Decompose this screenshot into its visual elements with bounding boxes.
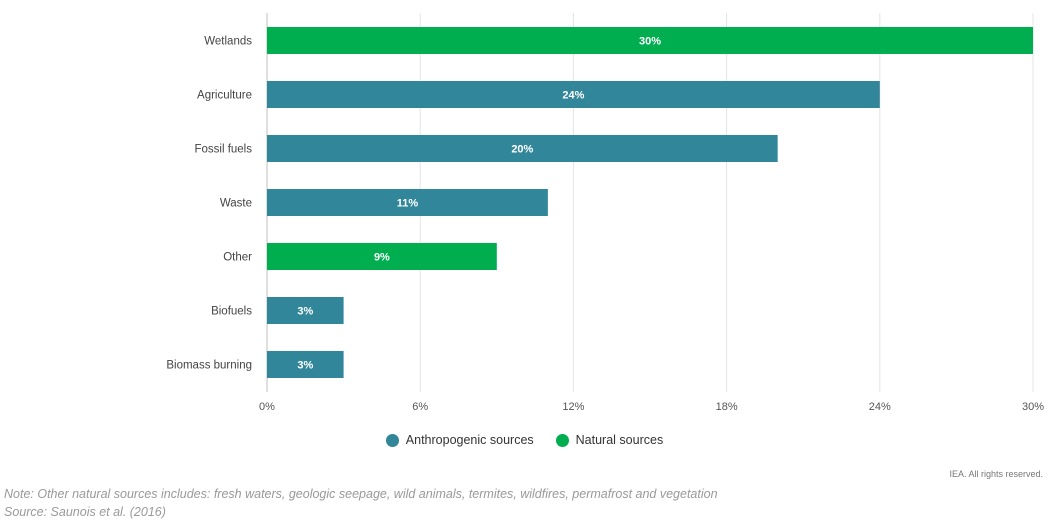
bar-value-label-agriculture: 24%	[562, 90, 584, 102]
x-tick-label-18: 18%	[716, 401, 738, 413]
bar-chart: 30% 24% 20% 11% 9% 3% 3% Wetlands Agriculture Fo…	[166, 13, 1044, 413]
grid-lines	[266, 13, 1034, 392]
chart-footnote: Note: Other natural sources includes: fr…	[4, 485, 718, 521]
category-label-biofuels: Biofuels	[211, 306, 252, 318]
legend-item-natural[interactable]: Natural sources	[555, 433, 664, 447]
x-tick-label-0: 0%	[259, 401, 275, 413]
bar-other	[267, 243, 497, 270]
legend-label-natural: Natural sources	[575, 433, 664, 447]
legend-label-anthropogenic: Anthropogenic sources	[405, 433, 534, 447]
bar-value-label-wetlands: 30%	[639, 36, 661, 48]
x-tick-label-24: 24%	[869, 401, 891, 413]
category-label-fossil-fuels: Fossil fuels	[194, 144, 252, 156]
bars: 30% 24% 20% 11% 9% 3% 3%	[267, 27, 1033, 378]
bar-wetlands	[267, 27, 1033, 54]
bar-value-label-other: 9%	[374, 252, 390, 264]
category-label-wetlands: Wetlands	[204, 36, 252, 48]
x-tick-labels: 0% 6% 12% 18% 24% 30%	[259, 401, 1044, 413]
credit-text: IEA. All rights reserved.	[949, 469, 1043, 479]
source-text: Source: Saunois et al. (2016)	[4, 505, 166, 519]
bar-fossil-fuels	[267, 135, 778, 162]
category-label-agriculture: Agriculture	[197, 90, 252, 102]
legend-dot-natural	[555, 433, 569, 447]
legend-dot-anthropogenic	[385, 433, 399, 447]
category-label-biomass-burning: Biomass burning	[166, 360, 252, 372]
bar-agriculture	[267, 81, 880, 108]
note-text: Note: Other natural sources includes: fr…	[4, 487, 718, 501]
category-label-other: Other	[223, 252, 252, 264]
bar-biofuels	[267, 297, 344, 324]
category-labels: Wetlands Agriculture Fossil fuels Waste Othe…	[166, 36, 252, 372]
x-tick-label-12: 12%	[562, 401, 584, 413]
bar-value-label-biomass-burning: 3%	[297, 360, 313, 372]
legend: Anthropogenic sources Natural sources	[0, 430, 1049, 450]
bar-waste	[267, 189, 548, 216]
x-tick-label-30: 30%	[1022, 401, 1044, 413]
bar-value-label-fossil-fuels: 20%	[511, 144, 533, 156]
category-label-waste: Waste	[220, 198, 252, 210]
x-tick-label-6: 6%	[412, 401, 428, 413]
bar-biomass-burning	[267, 351, 344, 378]
bar-value-label-waste: 11%	[397, 198, 419, 210]
bar-value-label-biofuels: 3%	[297, 306, 313, 318]
legend-item-anthropogenic[interactable]: Anthropogenic sources	[385, 433, 534, 447]
